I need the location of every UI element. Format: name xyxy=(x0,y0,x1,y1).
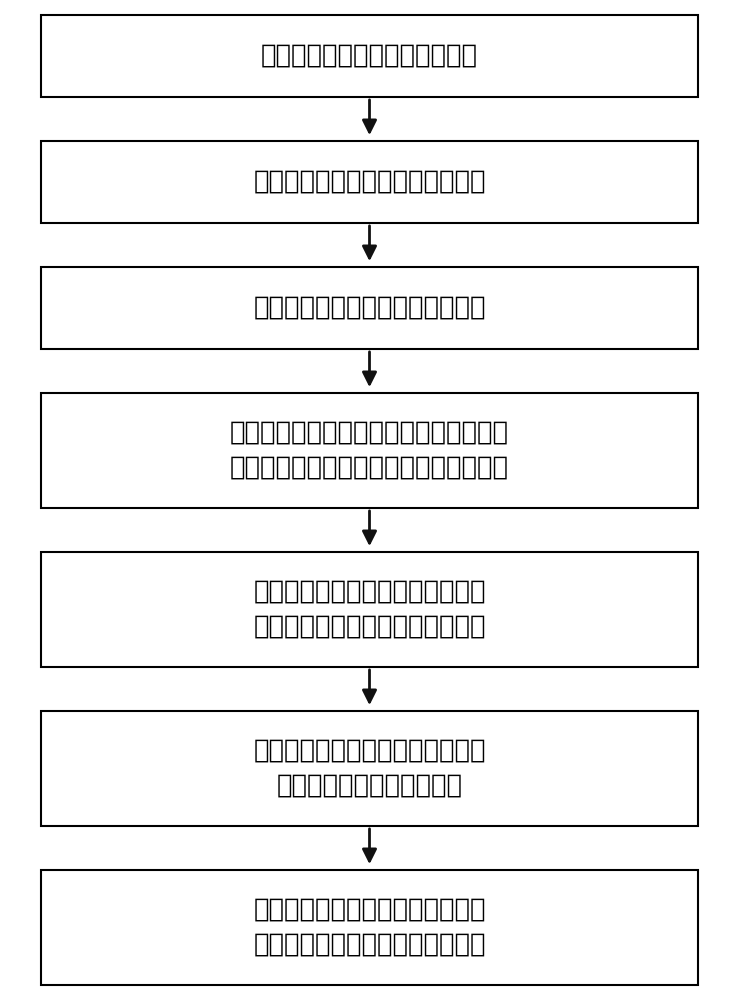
Text: 实验测量烃源岩岩心有机碳含量值: 实验测量烃源岩岩心有机碳含量值 xyxy=(253,295,486,321)
Text: 根据拟合函数确定井中各深度位置
烃源岩的铀元素含量和有机碳含量: 根据拟合函数确定井中各深度位置 烃源岩的铀元素含量和有机碳含量 xyxy=(253,897,486,958)
Bar xyxy=(41,393,698,508)
Bar xyxy=(41,141,698,223)
Bar xyxy=(41,267,698,349)
Text: 建立铀含量与自然伽马或自然伽马
能谱曲线的对应关系并拟合成函数: 建立铀含量与自然伽马或自然伽马 能谱曲线的对应关系并拟合成函数 xyxy=(253,579,486,640)
Text: 建立有机碳含量值和相关测井曲线
值的对应关系并拟合成函数: 建立有机碳含量值和相关测井曲线 值的对应关系并拟合成函数 xyxy=(253,738,486,799)
Bar xyxy=(41,552,698,667)
Bar xyxy=(41,15,698,97)
Text: 实验测量烃源岩岩心铀元素含量值: 实验测量烃源岩岩心铀元素含量值 xyxy=(253,169,486,195)
Bar xyxy=(41,711,698,826)
Text: 获取各岩心深度处测井信息中自然伽马、
能谱伽马、电阻率、声波时差以及密度值: 获取各岩心深度处测井信息中自然伽马、 能谱伽马、电阻率、声波时差以及密度值 xyxy=(230,420,509,481)
Bar xyxy=(41,870,698,985)
Text: 获取某一区域的烃源岩岩心样品: 获取某一区域的烃源岩岩心样品 xyxy=(261,43,478,69)
